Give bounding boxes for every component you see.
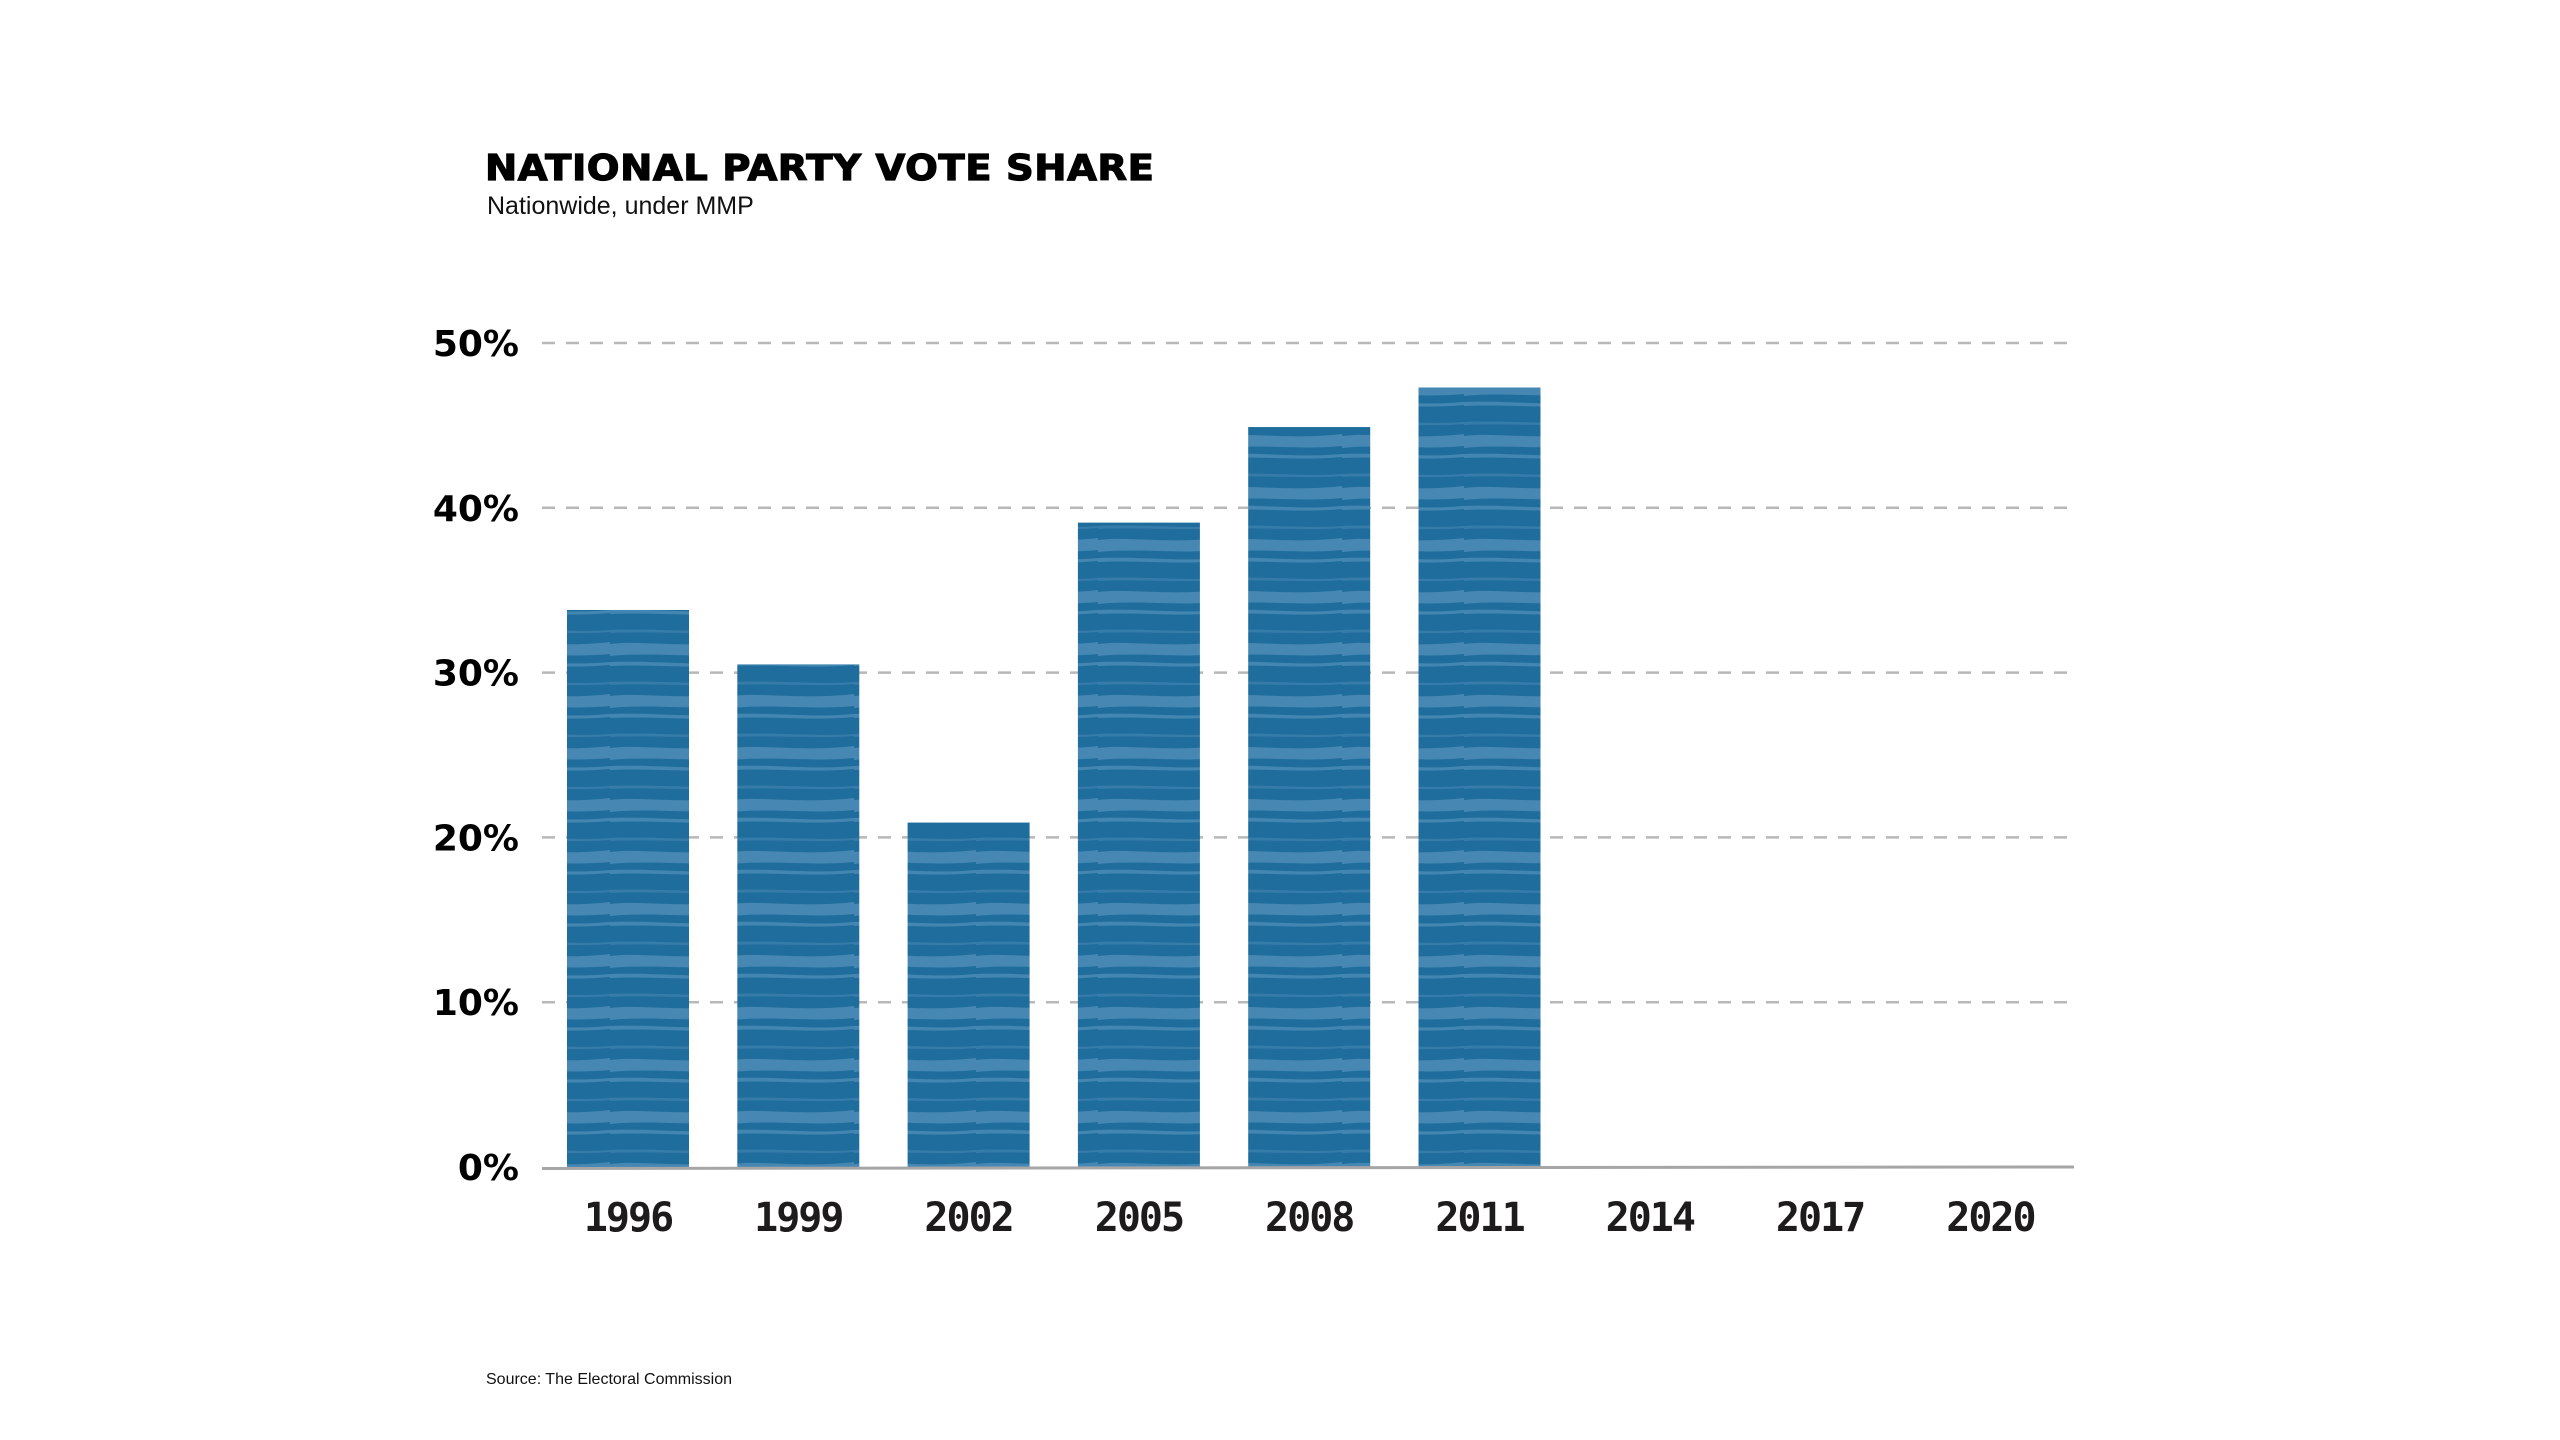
x-axis [542, 1165, 2074, 1170]
x-tick-label: 2008 [1265, 1195, 1353, 1241]
y-tick-label: 30% [433, 654, 519, 695]
x-tick-label: 1999 [754, 1195, 842, 1241]
bar-1996 [567, 609, 689, 1167]
bar-1999 [737, 664, 860, 1167]
y-tick-label: 10% [433, 983, 519, 1024]
x-tick-label: 2002 [924, 1195, 1012, 1241]
source-note: Source: The Electoral Commission [486, 1371, 733, 1388]
bar-2005 [1077, 522, 1200, 1167]
x-tick-label: 2020 [1946, 1195, 2034, 1241]
chart-subtitle: Nationwide, under MMP [487, 192, 754, 220]
bar-2002 [907, 822, 1030, 1167]
x-tick-label: 2017 [1776, 1195, 1864, 1241]
bar-2011 [1418, 387, 1541, 1168]
chart-title: NATIONAL PARTY VOTE SHARE [484, 147, 1155, 189]
y-axis-labels: 0% 10% 20% 30% 40% 50% [433, 324, 519, 1189]
y-tick-label: 0% [458, 1148, 519, 1189]
x-tick-label: 2014 [1606, 1195, 1695, 1241]
bar-2008 [1248, 427, 1371, 1168]
x-tick-label: 2011 [1435, 1195, 1524, 1241]
y-tick-label: 40% [433, 489, 519, 530]
x-tick-label: 2005 [1095, 1195, 1183, 1241]
bars [567, 387, 1541, 1168]
y-tick-label: 20% [433, 818, 519, 859]
x-tick-label: 1996 [584, 1195, 672, 1241]
y-tick-label: 50% [433, 324, 519, 365]
x-axis-line [542, 1165, 2074, 1170]
x-axis-labels: 1996 1999 2002 2005 2008 2011 2014 2017 2020 [584, 1195, 2037, 1241]
